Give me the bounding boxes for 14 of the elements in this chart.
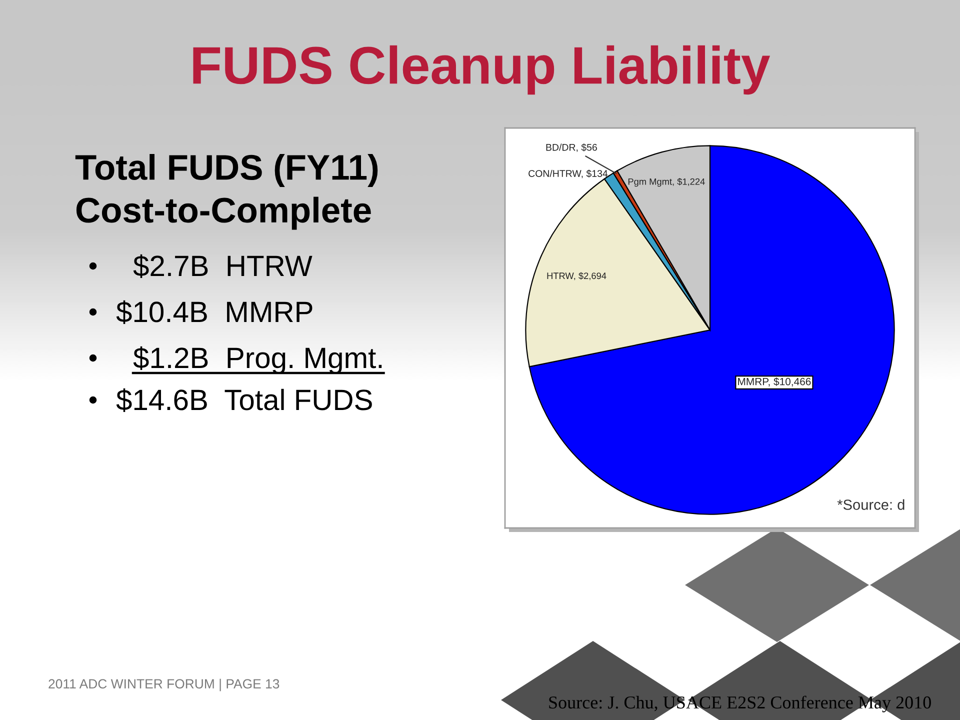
pie-slice: [528, 145, 895, 515]
text: $2.7B HTRW: [133, 254, 312, 278]
text: *Source: d: [837, 499, 904, 510]
slice-label: BD/DR, $56: [546, 143, 597, 152]
text: $14.6B Total FUDS: [116, 388, 372, 412]
text: $1.2B Prog. Mgmt.: [133, 346, 382, 374]
chart-title: FUDS Cleanup Liability: [193, 45, 770, 95]
text: Total FUDS (FY11) Cost-to-Complete: [75, 154, 378, 230]
slice-label: CON/HTRW, $134: [528, 170, 608, 178]
slice-label: HTRW, $2,694: [547, 272, 606, 280]
slice-label: MMRP, $10,466: [738, 377, 811, 387]
slice-label: Pgm Mgmt, $1,224: [628, 178, 705, 187]
text: $10.4B MMRP: [116, 300, 312, 324]
text: 2011 ADC WINTER FORUM | PAGE 13: [48, 678, 280, 692]
